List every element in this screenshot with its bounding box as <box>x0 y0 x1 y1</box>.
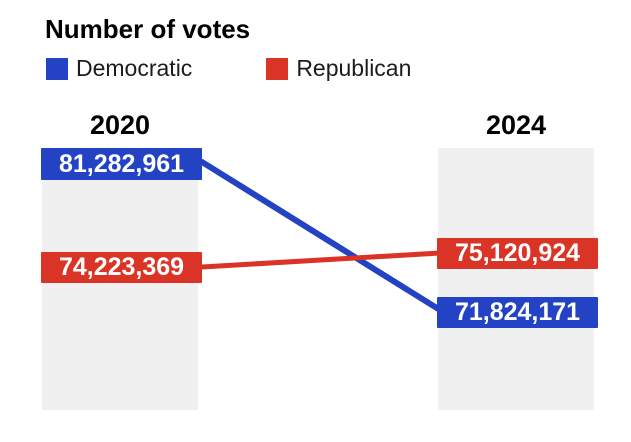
legend-item-democratic: Democratic <box>46 55 192 82</box>
value-label-democratic-2024: 71,824,171 <box>437 297 598 328</box>
column-header-2024: 2024 <box>485 110 547 140</box>
value-label-democratic-2020: 81,282,961 <box>41 148 202 180</box>
value-label-republican-2020: 74,223,369 <box>41 252 202 283</box>
legend-label-republican: Republican <box>296 55 412 81</box>
column-header-2020: 2020 <box>89 110 151 140</box>
legend-label-democratic: Democratic <box>76 55 193 81</box>
democratic-swatch-icon <box>46 57 68 80</box>
republican-swatch-icon <box>266 57 289 80</box>
column-band-2024 <box>438 148 594 410</box>
value-label-republican-2024: 75,120,924 <box>437 238 598 269</box>
chart-title: Number of votes <box>45 14 251 44</box>
democratic-slope-line <box>199 159 443 313</box>
legend: Democratic Republican <box>46 55 411 82</box>
legend-item-republican: Republican <box>266 55 411 82</box>
republican-slope-line <box>199 250 443 270</box>
